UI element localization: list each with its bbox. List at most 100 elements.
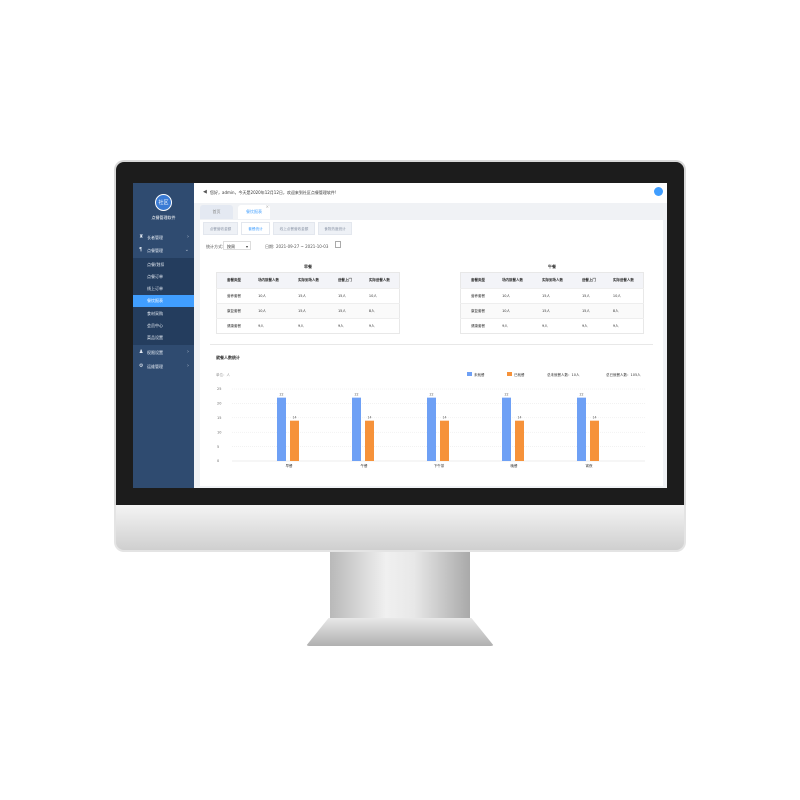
y-tick-label: 25 — [217, 387, 221, 391]
greeting: 您好，admin，今天是2020年12月12日，欢迎来到社区点餐管理软件! — [210, 190, 337, 195]
column-header: 实际到场人数 — [532, 272, 572, 289]
table-row: 康复套餐 10人 15人 15人 8人 — [460, 303, 644, 319]
table-cell: 10人 — [602, 288, 644, 304]
chart-title: 就餐人数统计 — [216, 355, 240, 360]
table-row: 健康套餐 9人 9人 9人 9人 — [460, 318, 644, 334]
sidebar: 社区 点餐管理软件 ♜ 长者管理 › ¶ 点餐管理 ⌄ 点餐/划扣 点餐订单 线上订单 … — [133, 183, 194, 488]
chevron-right-icon: › — [187, 363, 189, 369]
column-header: 套餐类型 — [460, 272, 493, 289]
legend-swatch-unfed — [467, 372, 472, 376]
chart-unit: 单位：人 — [216, 373, 230, 377]
y-tick-label: 15 — [217, 416, 221, 420]
label: 菜品设置 — [147, 335, 163, 340]
table-cell: 康复套餐 — [460, 303, 493, 319]
logo-text: 社区 — [158, 200, 169, 206]
x-tick-label: 午餐 — [361, 463, 369, 468]
tab-report[interactable]: 餐饮报表 × — [238, 204, 270, 219]
label: 餐饮报表 — [147, 298, 163, 303]
chevron-down-icon: ⌄ — [184, 247, 189, 253]
tab-home[interactable]: 首页 — [200, 205, 233, 219]
table-row: 营养套餐 10人 15人 15人 10人 — [460, 288, 644, 304]
data-label: 22 — [504, 393, 508, 397]
chevron-right-icon: › — [187, 234, 189, 240]
table-cell: 15人 — [288, 288, 328, 304]
table-cell: 10人 — [492, 303, 532, 319]
data-label: 14 — [367, 416, 371, 420]
table-cell: 9人 — [358, 318, 400, 334]
table-cell: 营养套餐 — [216, 288, 249, 304]
legend-swatch-fed — [507, 372, 512, 376]
summary-unfed: 总未就餐人数：10人 — [547, 373, 580, 377]
method-label: 统计方式: — [206, 244, 224, 249]
table-cell: 15人 — [288, 303, 328, 319]
subtab-package[interactable]: 套餐统计 — [241, 222, 270, 235]
sidebar-subitem[interactable]: 菜品设置 — [133, 332, 194, 343]
table-cell: 10人 — [248, 288, 288, 304]
subtab-food-heat[interactable]: 食物热度统计 — [318, 222, 352, 235]
sidebar-subitem[interactable]: 食材采购 — [133, 308, 194, 319]
table-title: 早餐 — [304, 264, 312, 269]
y-tick-label: 20 — [217, 402, 221, 406]
sidebar-subitem[interactable]: 线上订单 — [133, 283, 194, 294]
sidebar-item-elder[interactable]: ♜ 长者管理 › — [133, 232, 194, 243]
column-header: 场内就餐人数 — [492, 272, 532, 289]
screen: 社区 点餐管理软件 ♜ 长者管理 › ¶ 点餐管理 ⌄ 点餐/划扣 点餐订单 线上订单 … — [133, 183, 667, 488]
table-cell: 9人 — [288, 318, 328, 334]
elder-icon: ♜ — [139, 234, 144, 240]
data-label: 22 — [579, 393, 583, 397]
column-header: 套餐类型 — [216, 272, 249, 289]
legend-unfed: 未就餐 — [474, 373, 485, 377]
date-range[interactable]: 2021-09-27 ~ 2021-10-03 — [276, 244, 329, 249]
label: 长者管理 — [147, 235, 163, 240]
table-cell: 10人 — [492, 288, 532, 304]
bar-chart: 0 5 10 15 20 25 早餐 22 14 午餐 22 14 下午茶 22 14 晚餐 22 14 宵夜 22 1… — [217, 387, 645, 468]
sidebar-item-order[interactable]: ¶ 点餐管理 ⌄ — [133, 245, 194, 256]
table-cell: 8人 — [358, 303, 400, 319]
value: 按周 — [227, 244, 235, 249]
table-cell: 10人 — [358, 288, 400, 304]
label: 点餐订单 — [147, 274, 163, 279]
sidebar-subitem[interactable]: 点餐订单 — [133, 271, 194, 282]
calendar-icon[interactable] — [335, 241, 341, 248]
column-header: 场内就餐人数 — [248, 272, 288, 289]
bar-unfed — [577, 397, 586, 461]
column-header: 实际送餐人数 — [602, 272, 644, 289]
column-header: 送餐上门 — [571, 272, 603, 289]
logo: 社区 — [155, 194, 172, 211]
sidebar-subitem[interactable]: 会员中心 — [133, 320, 194, 331]
user-avatar-icon[interactable] — [654, 187, 663, 196]
table-title: 午餐 — [548, 264, 556, 269]
legend-fed: 已就餐 — [514, 373, 525, 377]
table-row: 康复套餐 10人 15人 15人 8人 — [216, 303, 400, 319]
topbar: ◀ 您好，admin，今天是2020年12月12日，欢迎来到社区点餐管理软件! — [194, 183, 667, 203]
content-panel: 点餐营收金额 套餐统计 线上点餐营收金额 食物热度统计 统计方式: 按周 ▾ 日期… — [200, 220, 663, 486]
label: 点餐/划扣 — [147, 262, 165, 267]
table-cell: 15人 — [532, 288, 572, 304]
table-header-row: 套餐类型 场内就餐人数 实际到场人数 送餐上门 实际送餐人数 — [460, 272, 644, 289]
method-select[interactable]: 按周 ▾ — [223, 241, 251, 250]
label: 餐饮报表 — [246, 209, 262, 214]
bar-unfed — [427, 397, 436, 461]
label: 线上订单 — [147, 286, 163, 291]
close-icon[interactable]: × — [265, 204, 269, 209]
subtab-revenue[interactable]: 点餐营收金额 — [203, 222, 238, 235]
bar-unfed — [502, 397, 511, 461]
column-header: 实际送餐人数 — [358, 272, 400, 289]
data-label: 14 — [442, 416, 446, 420]
sidebar-item-ops[interactable]: ⚙ 运维管理 › — [133, 361, 194, 372]
subtab-online-revenue[interactable]: 线上点餐营收金额 — [273, 222, 315, 235]
data-label: 22 — [429, 393, 433, 397]
column-header: 送餐上门 — [327, 272, 359, 289]
sidebar-subitem-active[interactable]: 餐饮报表 — [133, 295, 194, 307]
sidebar-subitem[interactable]: 点餐/划扣 — [133, 259, 194, 270]
sidebar-item-permission[interactable]: ♟ 权限设置 › — [133, 347, 194, 358]
table-cell: 康复套餐 — [216, 303, 249, 319]
table-cell: 15人 — [571, 303, 603, 319]
table-cell: 9人 — [571, 318, 603, 334]
table-cell: 15人 — [532, 303, 572, 319]
table-cell: 营养套餐 — [460, 288, 493, 304]
app-name: 点餐管理软件 — [151, 215, 176, 220]
y-tick-label: 10 — [217, 430, 221, 434]
bar-fed — [440, 420, 449, 461]
label: 运维管理 — [147, 364, 163, 369]
